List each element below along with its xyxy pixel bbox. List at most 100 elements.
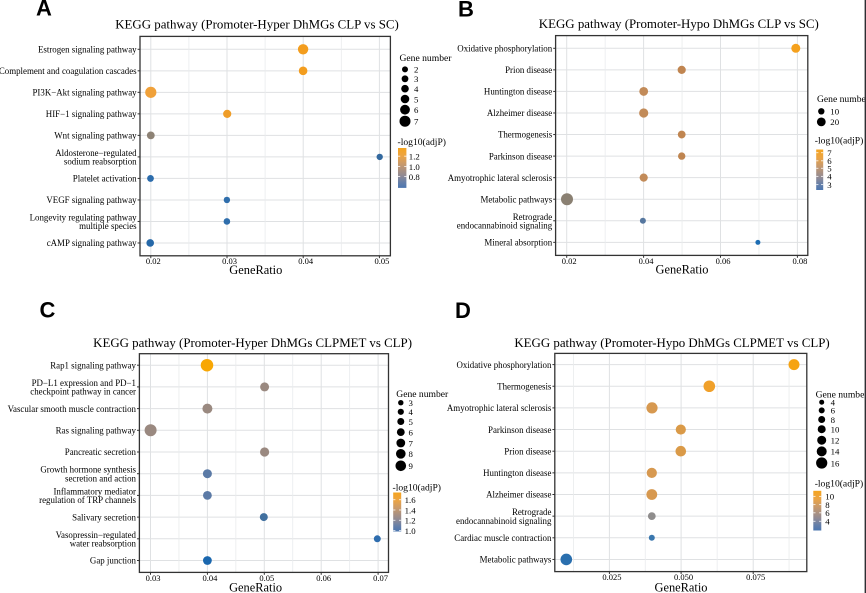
svg-text:GeneRatio: GeneRatio — [655, 581, 708, 593]
svg-text:0.04: 0.04 — [639, 256, 655, 266]
svg-text:2: 2 — [414, 65, 418, 75]
svg-text:PI3K−Akt signaling pathway: PI3K−Akt signaling pathway — [32, 88, 137, 98]
svg-text:Huntington disease: Huntington disease — [484, 87, 552, 97]
svg-text:-log10(adjP): -log10(adjP) — [393, 482, 442, 493]
svg-text:5: 5 — [827, 164, 832, 174]
svg-text:Cardiac muscle contraction: Cardiac muscle contraction — [454, 533, 552, 543]
svg-text:Gene number: Gene number — [816, 389, 866, 400]
svg-text:Thermogenesis: Thermogenesis — [497, 381, 552, 391]
svg-text:Salivary secretion: Salivary secretion — [72, 512, 136, 522]
svg-text:16: 16 — [831, 458, 840, 468]
svg-text:KEGG pathway (Promoter-Hyper: KEGG pathway (Promoter-Hyper DhMGs CLPME… — [93, 336, 412, 350]
svg-text:Ras signaling pathway: Ras signaling pathway — [56, 426, 137, 436]
svg-text:Mineral absorption: Mineral absorption — [484, 238, 552, 248]
svg-text:0.04: 0.04 — [298, 256, 314, 266]
svg-text:0.08: 0.08 — [792, 256, 807, 266]
svg-text:sodium reabsorption: sodium reabsorption — [64, 157, 137, 167]
svg-text:1.4: 1.4 — [405, 505, 417, 515]
svg-text:B: B — [458, 0, 474, 22]
svg-text:0.04: 0.04 — [202, 573, 218, 583]
svg-text:4: 4 — [827, 172, 832, 182]
svg-text:Gene number: Gene number — [817, 94, 866, 105]
svg-text:Parkinson disease: Parkinson disease — [488, 425, 551, 435]
svg-text:0.03: 0.03 — [222, 256, 237, 266]
svg-text:KEGG pathway (Promoter-Hyper: KEGG pathway (Promoter-Hyper DhMGs CLP v… — [115, 18, 399, 32]
svg-text:Alzheimer disease: Alzheimer disease — [486, 490, 551, 500]
svg-text:regulation of TRP channels: regulation of TRP channels — [39, 495, 136, 505]
svg-text:20: 20 — [830, 117, 839, 127]
svg-text:0.07: 0.07 — [373, 573, 388, 583]
svg-text:5: 5 — [414, 94, 419, 104]
svg-text:6: 6 — [825, 508, 830, 518]
svg-text:6: 6 — [831, 406, 836, 416]
svg-text:A: A — [36, 0, 52, 21]
svg-text:Prion disease: Prion disease — [505, 65, 552, 75]
svg-text:Gap junction: Gap junction — [90, 556, 137, 566]
svg-text:endocannabinoid signaling: endocannabinoid signaling — [457, 220, 553, 230]
svg-text:Oxidative phosphorylation: Oxidative phosphorylation — [456, 360, 551, 370]
svg-text:-log10(adjP): -log10(adjP) — [398, 137, 447, 148]
svg-text:Vasopressin−regulated: Vasopressin−regulated — [56, 530, 137, 540]
svg-text:Amyotrophic lateral sclerosis: Amyotrophic lateral sclerosis — [448, 173, 553, 183]
svg-text:Pancreatic secretion: Pancreatic secretion — [65, 447, 137, 457]
svg-text:7: 7 — [827, 148, 832, 158]
svg-text:secretion and action: secretion and action — [65, 473, 137, 483]
svg-text:GeneRatio: GeneRatio — [656, 262, 709, 276]
svg-text:HIF−1 signaling pathway: HIF−1 signaling pathway — [46, 109, 137, 119]
svg-text:VEGF signaling pathway: VEGF signaling pathway — [46, 195, 137, 205]
svg-text:Platelet activation: Platelet activation — [73, 174, 137, 184]
svg-text:6: 6 — [409, 427, 414, 437]
svg-text:Gene number: Gene number — [396, 389, 449, 400]
svg-text:1.2: 1.2 — [409, 152, 420, 162]
svg-text:0.05: 0.05 — [259, 573, 274, 583]
svg-text:10: 10 — [825, 492, 834, 502]
svg-text:multiple species: multiple species — [79, 221, 137, 231]
svg-text:10: 10 — [830, 107, 839, 117]
svg-text:1.2: 1.2 — [405, 516, 416, 526]
svg-text:Complement and coagulation cas: Complement and coagulation cascades — [0, 66, 137, 76]
svg-text:0.06: 0.06 — [316, 573, 331, 583]
svg-text:endocannabinoid signaling: endocannabinoid signaling — [456, 516, 552, 526]
svg-text:KEGG pathway (Promoter-Hypo: KEGG pathway (Promoter-Hypo DhMGs CLPMET… — [514, 336, 829, 350]
svg-text:0.02: 0.02 — [562, 256, 577, 266]
svg-text:1.0: 1.0 — [405, 526, 417, 536]
svg-text:3: 3 — [409, 398, 414, 408]
svg-text:C: C — [40, 298, 56, 323]
svg-text:PD−L1 expression and PD−1: PD−L1 expression and PD−1 — [32, 378, 136, 388]
svg-text:Metabolic pathways: Metabolic pathways — [480, 194, 552, 204]
svg-text:14: 14 — [831, 447, 840, 457]
svg-text:4: 4 — [414, 84, 419, 94]
svg-text:4: 4 — [831, 398, 836, 408]
svg-text:0.075: 0.075 — [746, 572, 765, 582]
svg-text:7: 7 — [409, 438, 414, 448]
svg-text:Vascular smooth muscle contrac: Vascular smooth muscle contraction — [8, 404, 137, 414]
svg-text:Huntington disease: Huntington disease — [483, 468, 551, 478]
svg-text:-log10(adjP): -log10(adjP) — [815, 479, 864, 490]
svg-text:Wnt signaling pathway: Wnt signaling pathway — [54, 131, 137, 141]
svg-text:Gene number: Gene number — [400, 53, 453, 64]
svg-text:Alzheimer disease: Alzheimer disease — [487, 108, 552, 118]
svg-text:12: 12 — [831, 436, 840, 446]
svg-text:0.025: 0.025 — [602, 572, 621, 582]
svg-text:10: 10 — [831, 425, 840, 435]
svg-text:4: 4 — [825, 517, 830, 527]
svg-text:6: 6 — [414, 105, 419, 115]
svg-text:Inflammatory mediator: Inflammatory mediator — [53, 486, 136, 496]
svg-text:Longevity regulating pathway: Longevity regulating pathway — [30, 212, 138, 222]
svg-text:Rap1 signaling pathway: Rap1 signaling pathway — [50, 360, 136, 370]
svg-text:3: 3 — [827, 180, 832, 190]
svg-text:checkpoint pathway in cancer: checkpoint pathway in cancer — [30, 387, 136, 397]
svg-text:GeneRatio: GeneRatio — [229, 581, 282, 593]
svg-text:Retrograde: Retrograde — [512, 507, 551, 517]
svg-text:0.8: 0.8 — [409, 172, 421, 182]
svg-text:7: 7 — [414, 117, 419, 127]
svg-text:GeneRatio: GeneRatio — [229, 263, 282, 277]
svg-text:cAMP signaling pathway: cAMP signaling pathway — [47, 238, 137, 248]
svg-text:Parkinson disease: Parkinson disease — [489, 151, 552, 161]
svg-text:8: 8 — [409, 449, 414, 459]
svg-text:8: 8 — [825, 500, 830, 510]
svg-text:Estrogen signaling pathway: Estrogen signaling pathway — [38, 45, 137, 55]
svg-text:Thermogenesis: Thermogenesis — [498, 130, 553, 140]
svg-text:Retrograde: Retrograde — [513, 212, 552, 222]
svg-text:1.6: 1.6 — [405, 495, 417, 505]
